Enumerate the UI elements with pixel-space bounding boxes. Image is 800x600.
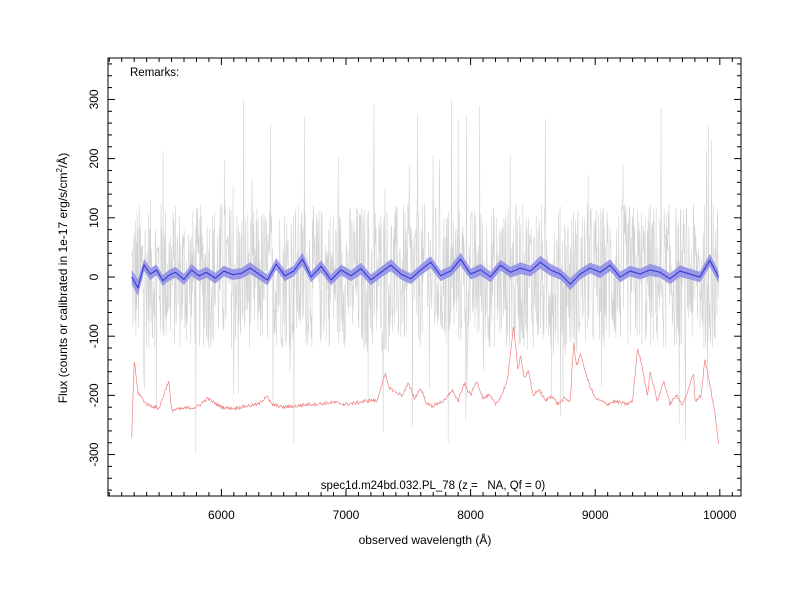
y-tick-label: 100 (87, 207, 101, 227)
x-tick-label: 6000 (208, 508, 235, 522)
x-tick-label: 7000 (333, 508, 360, 522)
y-tick-label: -200 (87, 383, 101, 407)
sky-spectrum-layer (131, 326, 719, 444)
y-axis-title: Flux (counts or calibrated in 1e-17 erg/… (55, 153, 70, 404)
raw-flux-trace (131, 99, 719, 454)
y-axis-title-tail: /Å) (55, 153, 70, 168)
remarks-label: Remarks: (130, 67, 179, 79)
y-tick-label: -100 (87, 324, 101, 348)
sky-spectrum-trace (131, 326, 719, 444)
plot-frame (107, 57, 742, 497)
spectrum-title: spec1d.m24bd.032.PL_78 (z = NA, Qf = 0) (321, 480, 546, 492)
smoothed-flux-band (131, 252, 719, 296)
tick-labels: 6000 7000 8000 9000 10000 -300 -200 -100 0 100 200… (87, 89, 737, 522)
x-tick-label: 10000 (703, 508, 737, 522)
y-axis-title-superscript: 2 (55, 168, 64, 173)
smoothed-flux-layer (131, 258, 720, 289)
y-axis-title-main: Flux (counts or calibrated in 1e-17 erg/… (56, 173, 70, 404)
x-tick-label: 9000 (582, 508, 609, 522)
y-tick-label: 200 (87, 148, 101, 168)
raw-flux-layer (131, 99, 719, 454)
smoothed-flux-band-layer (131, 252, 719, 296)
smoothed-flux-line (131, 258, 720, 289)
tick-marks (108, 58, 741, 496)
x-axis-title: observed wavelength (Å) (359, 532, 492, 547)
y-tick-label: -300 (87, 442, 101, 466)
y-tick-label: 300 (87, 89, 101, 109)
y-tick-label: 0 (87, 273, 101, 280)
x-tick-label: 8000 (457, 508, 484, 522)
